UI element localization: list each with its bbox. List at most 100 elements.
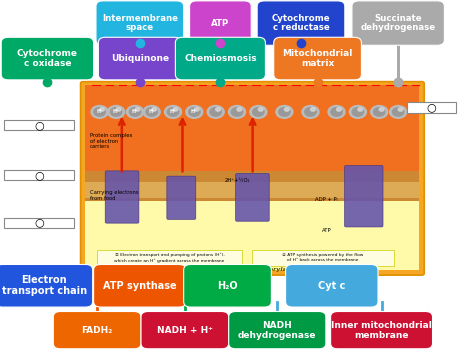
- FancyBboxPatch shape: [4, 170, 74, 180]
- Circle shape: [127, 105, 144, 118]
- Text: FADH₂: FADH₂: [82, 326, 113, 335]
- Circle shape: [129, 108, 141, 116]
- Circle shape: [173, 108, 178, 111]
- FancyBboxPatch shape: [352, 1, 444, 45]
- Text: Ubiquinone: Ubiquinone: [111, 54, 169, 63]
- Circle shape: [352, 108, 364, 116]
- Text: Cytochrome
c reductase: Cytochrome c reductase: [272, 14, 330, 32]
- FancyBboxPatch shape: [98, 37, 181, 80]
- Circle shape: [392, 108, 404, 116]
- FancyBboxPatch shape: [285, 264, 378, 307]
- FancyBboxPatch shape: [190, 1, 251, 45]
- Circle shape: [135, 108, 140, 111]
- Circle shape: [374, 108, 385, 116]
- FancyBboxPatch shape: [228, 312, 326, 349]
- Bar: [85, 85, 419, 190]
- Text: H⁺: H⁺: [148, 109, 155, 114]
- FancyBboxPatch shape: [257, 1, 345, 45]
- Circle shape: [146, 108, 157, 116]
- Text: Cytochrome
c oxidase: Cytochrome c oxidase: [17, 49, 78, 68]
- Circle shape: [276, 105, 293, 118]
- Circle shape: [337, 108, 341, 111]
- FancyBboxPatch shape: [53, 312, 141, 349]
- FancyBboxPatch shape: [331, 312, 432, 349]
- Circle shape: [279, 108, 290, 116]
- Circle shape: [302, 105, 319, 118]
- FancyBboxPatch shape: [96, 1, 183, 45]
- Circle shape: [237, 108, 242, 111]
- Circle shape: [331, 108, 342, 116]
- Text: H⁺: H⁺: [191, 109, 198, 114]
- FancyBboxPatch shape: [4, 120, 74, 130]
- FancyBboxPatch shape: [81, 82, 424, 275]
- Circle shape: [358, 108, 363, 111]
- Text: Chemiosmosis: Chemiosmosis: [184, 54, 257, 63]
- Text: ATP synthase: ATP synthase: [103, 281, 177, 291]
- FancyBboxPatch shape: [183, 264, 271, 307]
- Text: Carrying electrons
from food: Carrying electrons from food: [90, 190, 139, 201]
- Circle shape: [379, 108, 384, 111]
- FancyBboxPatch shape: [4, 218, 74, 228]
- Text: NADH
dehydrogenase: NADH dehydrogenase: [238, 321, 317, 339]
- Circle shape: [284, 108, 289, 111]
- FancyBboxPatch shape: [236, 174, 269, 221]
- Circle shape: [152, 108, 156, 111]
- Text: Succinate
dehydrogenase: Succinate dehydrogenase: [361, 14, 436, 32]
- Circle shape: [210, 108, 221, 116]
- Circle shape: [310, 108, 315, 111]
- Circle shape: [164, 105, 182, 118]
- Circle shape: [143, 105, 160, 118]
- Text: ○: ○: [34, 120, 44, 130]
- Circle shape: [250, 105, 267, 118]
- Circle shape: [207, 105, 224, 118]
- Text: H⁺: H⁺: [170, 109, 176, 114]
- Circle shape: [398, 108, 403, 111]
- Circle shape: [100, 108, 104, 111]
- Circle shape: [186, 105, 203, 118]
- Circle shape: [167, 108, 179, 116]
- FancyBboxPatch shape: [407, 102, 456, 113]
- Bar: [85, 171, 419, 201]
- Circle shape: [328, 105, 345, 118]
- Text: ② ATP synthesis powered by the flow
of H⁺ back across the membrane: ② ATP synthesis powered by the flow of H…: [283, 253, 364, 262]
- FancyBboxPatch shape: [175, 37, 265, 80]
- Circle shape: [258, 108, 263, 111]
- Circle shape: [94, 108, 105, 116]
- FancyBboxPatch shape: [167, 176, 196, 219]
- FancyBboxPatch shape: [105, 171, 139, 223]
- FancyBboxPatch shape: [0, 264, 92, 307]
- FancyBboxPatch shape: [274, 37, 361, 80]
- Text: Inner mitochondrial
membrane: Inner mitochondrial membrane: [331, 321, 432, 339]
- Text: ○: ○: [34, 170, 44, 180]
- Circle shape: [91, 105, 108, 118]
- Text: NADH + H⁺: NADH + H⁺: [157, 326, 213, 335]
- Bar: [97, 250, 242, 266]
- FancyBboxPatch shape: [141, 312, 228, 349]
- Bar: [85, 201, 419, 270]
- Text: Protein complex
of electron
carriers: Protein complex of electron carriers: [90, 133, 133, 149]
- Bar: [85, 182, 419, 198]
- Text: ○: ○: [34, 218, 44, 228]
- Circle shape: [216, 108, 220, 111]
- Text: ① Electron transport and pumping of protons (H⁺),
which create an H⁺ gradient ac: ① Electron transport and pumping of prot…: [114, 253, 225, 263]
- Text: Electron
transport chain: Electron transport chain: [1, 275, 87, 296]
- Circle shape: [194, 108, 199, 111]
- Circle shape: [305, 108, 316, 116]
- Circle shape: [231, 108, 243, 116]
- Text: H₂O: H₂O: [217, 281, 238, 291]
- Circle shape: [116, 108, 121, 111]
- Text: Oxidative phosphorylation: Oxidative phosphorylation: [207, 267, 301, 272]
- Circle shape: [108, 105, 125, 118]
- FancyBboxPatch shape: [345, 165, 383, 227]
- Text: ATP: ATP: [322, 228, 332, 233]
- Circle shape: [253, 108, 264, 116]
- FancyBboxPatch shape: [1, 37, 94, 80]
- Bar: [252, 250, 394, 266]
- Text: H⁺: H⁺: [113, 109, 119, 114]
- Circle shape: [371, 105, 388, 118]
- Text: H⁺: H⁺: [132, 109, 138, 114]
- Text: ATP: ATP: [211, 18, 229, 28]
- Circle shape: [390, 105, 407, 118]
- Circle shape: [189, 108, 200, 116]
- Circle shape: [349, 105, 366, 118]
